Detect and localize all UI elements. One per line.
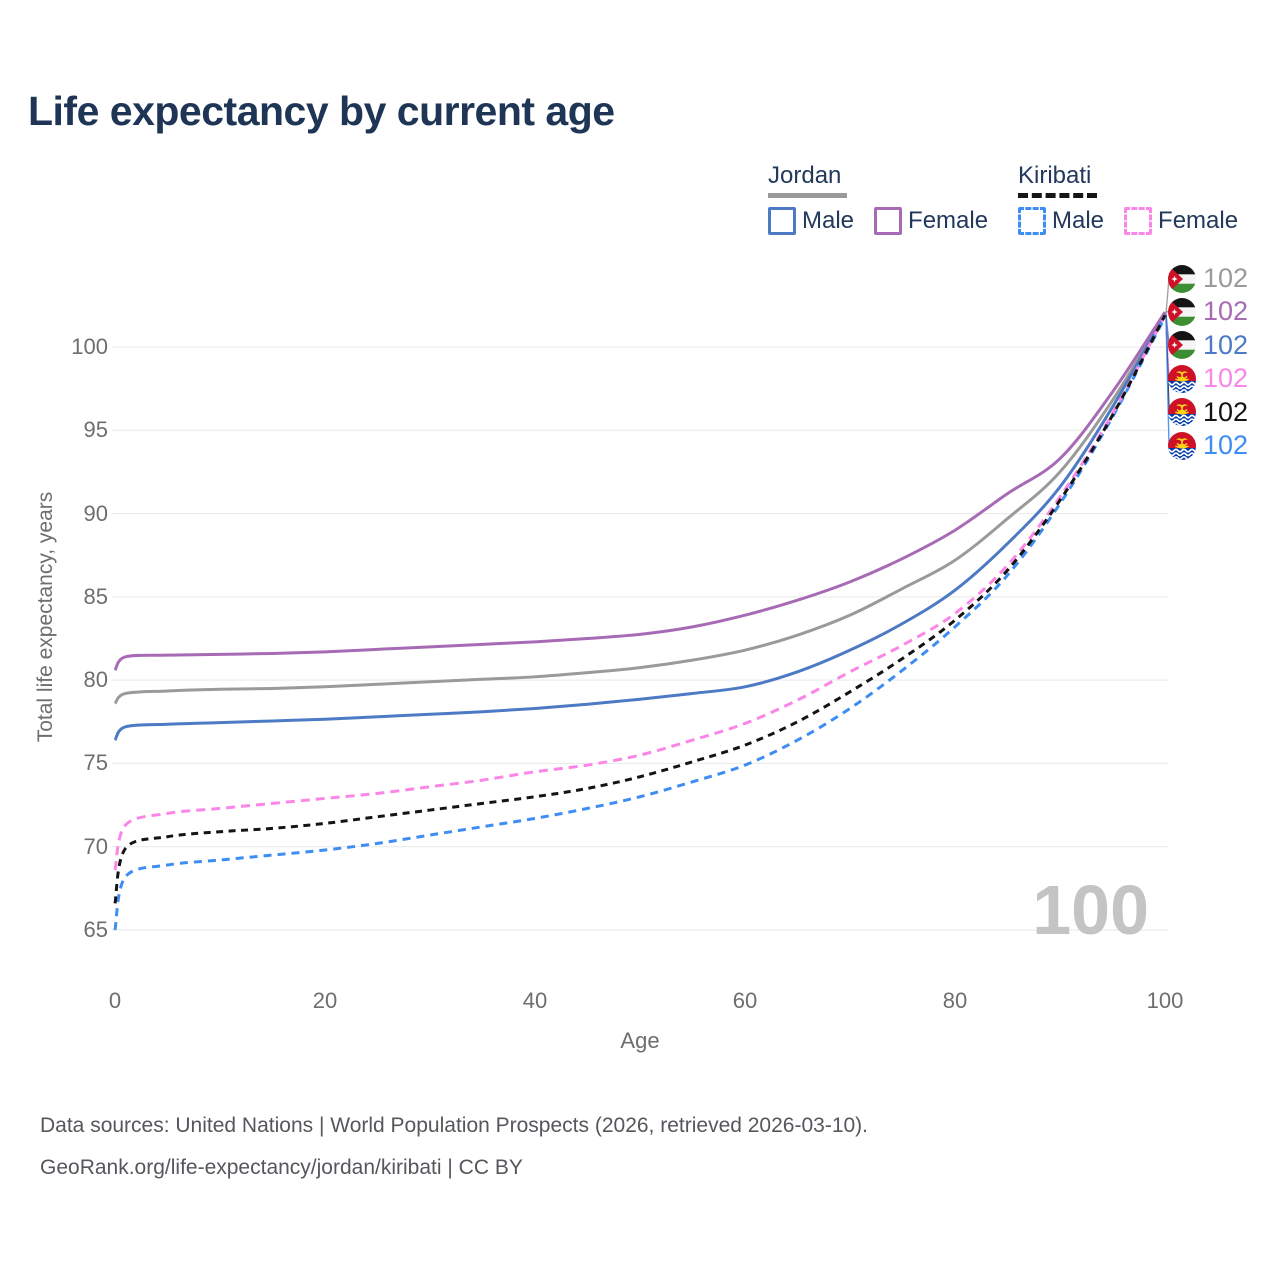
legend-label-jordan-male: Male [802, 207, 855, 234]
y-tick-label: 75 [83, 750, 108, 776]
jordan-flag-icon [1168, 298, 1196, 326]
kiribati-flag-icon [1168, 432, 1196, 460]
series-line-jordan-both [113, 312, 1167, 705]
legend-country-jordan[interactable]: Jordan [768, 162, 848, 198]
footer-line1: Data sources: United Nations | World Pop… [40, 1114, 869, 1137]
end-value: 102 [1203, 430, 1249, 460]
series-line-jordan-male [113, 312, 1167, 742]
footer-line2: GeoRank.org/life-expectancy/jordan/kirib… [40, 1156, 523, 1179]
y-tick-label: 95 [83, 417, 108, 443]
jordan-female-swatch-icon [874, 207, 903, 235]
series-line-kiribati-male [113, 316, 1167, 931]
y-tick-label: 65 [83, 917, 108, 942]
legend-item-jordan-male[interactable]: Male [768, 207, 854, 235]
legend-label-kiribati-male: Male [1052, 207, 1105, 234]
end-label-kiribati-female: 102 [1168, 363, 1248, 394]
kiribati-male-swatch-icon [1018, 207, 1046, 235]
y-axis-title: Total life expectancy, years [34, 491, 57, 743]
legend-label-jordan-female: Female [908, 207, 989, 234]
page-title: Life expectancy by current age [28, 88, 615, 134]
current-age-counter: 100 [1032, 871, 1149, 949]
legend-country-kiribati[interactable]: Kiribati [1018, 162, 1098, 198]
x-tick-label: 80 [942, 988, 968, 1013]
legend-label-kiribati-female: Female [1158, 207, 1239, 234]
jordan-male-swatch-icon [768, 207, 796, 235]
x-tick-label: 20 [312, 988, 338, 1013]
end-value: 102 [1203, 363, 1249, 394]
x-axis-title: Age [620, 1028, 660, 1053]
kiribati-flag-icon [1168, 398, 1196, 426]
series-line-kiribati-both [113, 314, 1167, 904]
series-line-kiribati-female [113, 314, 1167, 871]
data-sources-footer: Data sources: United Nations | World Pop… [40, 1105, 868, 1189]
end-label-kiribati-both: 102 [1168, 397, 1248, 428]
y-tick-label: 100 [71, 334, 108, 359]
legend-item-kiribati-female[interactable]: Female [1124, 207, 1238, 235]
end-value: 102 [1203, 263, 1249, 293]
y-tick-label: 90 [83, 500, 108, 526]
kiribati-female-swatch-icon [1124, 207, 1153, 235]
jordan-flag-icon [1168, 265, 1196, 293]
end-label-jordan-both: 102 [1168, 263, 1248, 294]
legend-group-kiribati: Kiribati Male Female [1018, 162, 1258, 235]
x-tick-label: 40 [522, 988, 548, 1013]
end-value: 102 [1203, 396, 1249, 427]
y-tick-label: 70 [83, 833, 108, 859]
legend-group-jordan: Jordan Male Female [768, 162, 1008, 235]
series-line-jordan-female [113, 311, 1167, 672]
end-label-kiribati-male: 102 [1168, 430, 1248, 461]
kiribati-flag-icon [1168, 365, 1196, 393]
y-tick-label: 85 [83, 583, 108, 609]
x-tick-label: 100 [1146, 988, 1184, 1013]
y-tick-label: 80 [83, 667, 108, 693]
legend-item-jordan-female[interactable]: Female [874, 207, 988, 235]
legend-item-kiribati-male[interactable]: Male [1018, 207, 1104, 235]
end-value: 102 [1203, 296, 1249, 327]
x-tick-label: 0 [108, 988, 122, 1013]
jordan-flag-icon [1168, 331, 1196, 359]
end-value: 102 [1203, 329, 1249, 360]
end-label-jordan-male: 102 [1168, 330, 1248, 361]
x-tick-label: 60 [732, 988, 758, 1013]
end-label-jordan-female: 102 [1168, 296, 1248, 327]
